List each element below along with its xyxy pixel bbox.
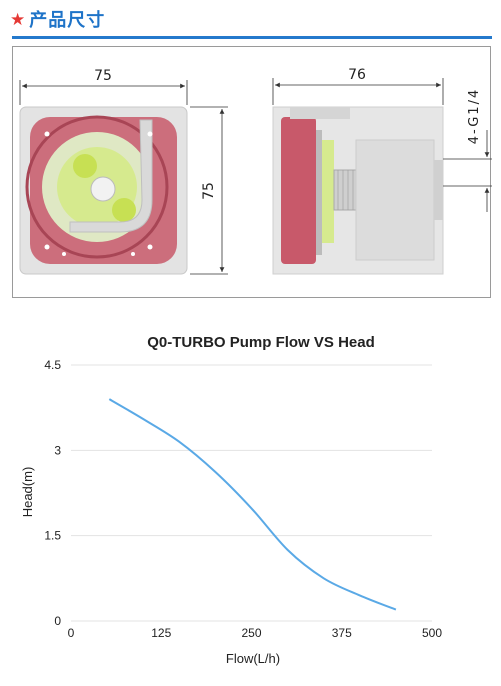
series-layer (108, 398, 397, 611)
dimension-drawing-frame (12, 46, 491, 298)
series-line (108, 398, 397, 611)
chart-title: Q0-TURBO Pump Flow VS Head (147, 334, 375, 351)
x-tick-label: 125 (151, 626, 171, 640)
star-icon: ★ (10, 9, 26, 29)
header-divider (12, 36, 492, 39)
side-view (272, 106, 444, 275)
y-axis-label: Head(m) (20, 467, 35, 518)
section-title: 产品尺寸 (29, 10, 106, 31)
thread-label: 4-G1/4 (467, 88, 482, 144)
front-height-label: 75 (201, 182, 217, 200)
x-tick-label: 500 (422, 626, 442, 640)
chart-grid (71, 364, 432, 622)
front-width-label: 75 (94, 68, 112, 84)
x-tick-labels: 0 125 250 375 500 (68, 626, 443, 640)
x-tick-label: 0 (68, 626, 75, 640)
side-width-label: 76 (348, 67, 366, 83)
y-tick-label: 1.5 (44, 529, 61, 543)
x-tick-label: 375 (332, 626, 352, 640)
y-tick-label: 3 (54, 443, 61, 457)
x-tick-label: 250 (241, 626, 261, 640)
y-tick-label: 0 (54, 614, 61, 628)
x-axis-label: Flow(L/h) (226, 651, 280, 666)
y-tick-label: 4.5 (44, 358, 61, 372)
front-view (19, 106, 188, 275)
y-tick-labels: 0 1.5 3 4.5 (44, 358, 61, 628)
section-header: ★ 产品尺寸 (10, 6, 105, 32)
